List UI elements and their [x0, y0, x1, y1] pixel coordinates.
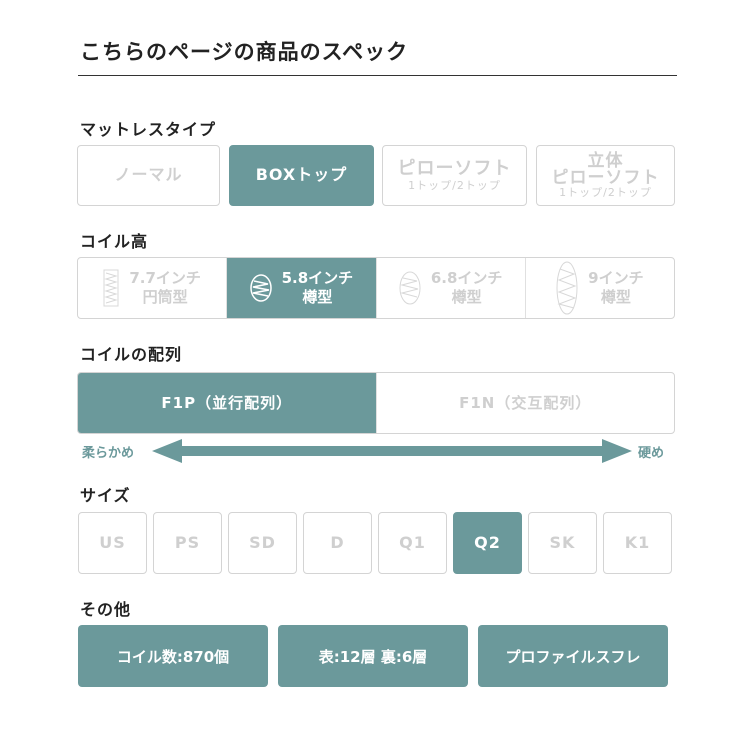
section-coil-array: コイルの配列 — [80, 345, 183, 364]
mattress-option-3d-pillow-soft[interactable]: 立体 ピローソフト 1トップ/2トップ — [536, 145, 675, 206]
barrel-coil-icon — [556, 261, 578, 315]
coil-height-6-8[interactable]: 6.8インチ 樽型 — [377, 258, 526, 318]
firmness-hard-label: 硬め — [638, 446, 665, 461]
section-coil-height: コイル高 — [80, 232, 149, 251]
cylinder-coil-icon — [103, 269, 119, 307]
badge-profile-souffle: プロファイルスフレ — [478, 625, 668, 687]
coil-height-label: 5.8インチ — [281, 269, 354, 288]
size-d[interactable]: D — [303, 512, 372, 574]
size-q1[interactable]: Q1 — [378, 512, 447, 574]
page-title: こちらのページの商品のスペック — [80, 40, 409, 64]
coil-array-f1n[interactable]: F1N（交互配列） — [459, 393, 592, 412]
size-k1[interactable]: K1 — [603, 512, 672, 574]
firmness-soft-label: 柔らかめ — [82, 446, 135, 461]
coil-height-label: 9インチ — [588, 269, 644, 288]
size-sk[interactable]: SK — [528, 512, 597, 574]
badge-layers: 表:12層 裏:6層 — [278, 625, 468, 687]
coil-height-group: 7.7インチ 円筒型 5.8インチ 樽型 6.8インチ 樽型 9インチ 樽型 — [77, 257, 675, 319]
option-sub: 1トップ/2トップ — [559, 186, 652, 199]
coil-height-label: 7.7インチ — [129, 269, 201, 288]
size-q2[interactable]: Q2 — [453, 512, 522, 574]
option-label: BOXトップ — [255, 165, 348, 185]
coil-type-label: 樽型 — [302, 288, 333, 306]
size-sd[interactable]: SD — [228, 512, 297, 574]
coil-type-label: 樽型 — [600, 288, 631, 306]
coil-height-9[interactable]: 9インチ 樽型 — [526, 258, 674, 318]
coil-height-label: 6.8インチ — [430, 269, 503, 288]
firmness-arrow-icon — [152, 439, 632, 463]
badge-coil-count: コイル数:870個 — [78, 625, 268, 687]
mattress-option-normal[interactable]: ノーマル — [77, 145, 220, 206]
option-label: ノーマル — [114, 165, 183, 185]
coil-type-label: 樽型 — [451, 288, 482, 306]
size-us[interactable]: US — [78, 512, 147, 574]
option-sub: 1トップ/2トップ — [408, 178, 501, 192]
mattress-option-pillow-soft[interactable]: ピローソフト 1トップ/2トップ — [382, 145, 527, 206]
section-mattress-type: マットレスタイプ — [80, 120, 217, 139]
barrel-coil-icon — [249, 274, 272, 302]
coil-type-label: 円筒型 — [142, 288, 188, 306]
option-label: ピローソフト — [551, 168, 660, 188]
size-ps[interactable]: PS — [153, 512, 222, 574]
section-size: サイズ — [80, 486, 131, 505]
coil-array-group: F1P（並行配列） F1N（交互配列） — [77, 372, 675, 434]
coil-array-f1p[interactable]: F1P（並行配列） — [78, 373, 377, 433]
coil-height-5-8[interactable]: 5.8インチ 樽型 — [227, 258, 377, 318]
coil-height-7-7[interactable]: 7.7インチ 円筒型 — [78, 258, 228, 318]
barrel-coil-icon — [399, 271, 421, 305]
section-other: その他 — [80, 600, 132, 619]
option-label: ピローソフト — [397, 157, 512, 179]
mattress-option-box-top[interactable]: BOXトップ — [229, 145, 374, 206]
option-label-top: 立体 — [587, 151, 624, 171]
title-divider — [78, 75, 677, 76]
